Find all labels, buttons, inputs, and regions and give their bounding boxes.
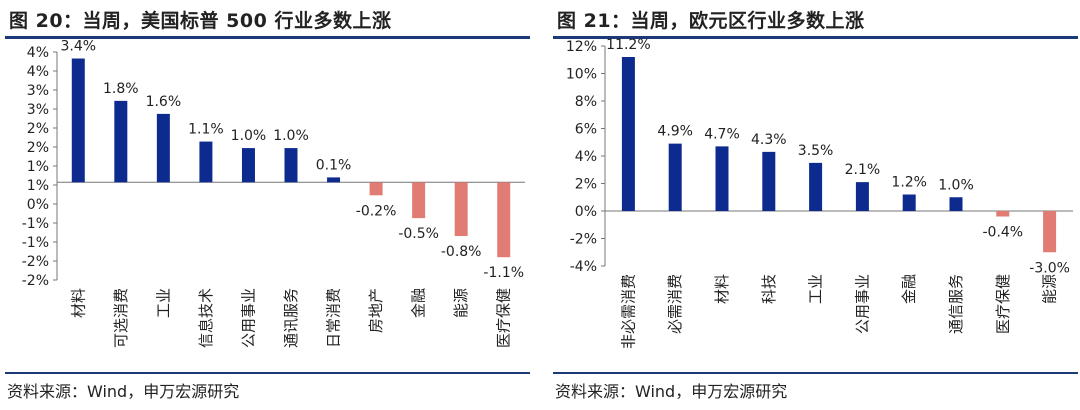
data-label: 1.8% xyxy=(103,81,139,97)
category-label: 房地产 xyxy=(367,288,385,333)
chart-title: 图 21：当周，欧元区行业多数上涨 xyxy=(557,10,865,32)
y-tick-label: 1% xyxy=(27,159,49,175)
y-tick-label: 4% xyxy=(27,64,49,80)
bar xyxy=(855,182,869,211)
bar xyxy=(809,162,823,211)
footer-rule xyxy=(5,372,530,374)
y-tick-label: 8% xyxy=(575,94,597,110)
category-label: 金融 xyxy=(410,288,428,318)
y-tick-label: -4% xyxy=(570,259,597,275)
category-label: 医疗保健 xyxy=(994,274,1012,334)
category-label: 公用事业 xyxy=(853,274,871,334)
y-tick-label: 0% xyxy=(27,197,49,213)
bar xyxy=(996,211,1010,217)
y-tick-label: -2% xyxy=(22,254,49,270)
data-label: 2.1% xyxy=(845,162,881,178)
bar xyxy=(114,100,128,183)
y-tick-label: 2% xyxy=(27,121,49,137)
bar xyxy=(71,58,85,183)
data-label: -1.1% xyxy=(483,265,524,281)
bar xyxy=(497,182,511,258)
y-tick-label: 12% xyxy=(566,39,597,55)
y-tick-label: 4% xyxy=(27,45,49,61)
bar xyxy=(762,151,776,211)
y-tick-label: 2% xyxy=(575,177,597,193)
category-label: 材料 xyxy=(713,274,731,304)
y-tick-label: 1% xyxy=(27,178,49,194)
y-tick-label: 6% xyxy=(575,122,597,138)
category-label: 工业 xyxy=(154,288,172,318)
category-label: 医疗保健 xyxy=(495,288,513,348)
category-label: 科技 xyxy=(760,274,778,304)
bar xyxy=(1043,211,1057,253)
bar xyxy=(668,143,682,211)
data-label: 1.1% xyxy=(188,122,224,138)
data-label: -3.0% xyxy=(1029,260,1070,276)
y-tick-label: 4% xyxy=(575,149,597,165)
category-label: 能源 xyxy=(1041,274,1059,304)
category-label: 金融 xyxy=(900,274,918,304)
data-label: 4.3% xyxy=(751,132,787,148)
y-tick-label: 3% xyxy=(27,83,49,99)
bar-chart-sp500: 4% 4% 3% 3% 2% 2% 1% 1% 0% -1% -1% -2% -2% 3.4% 材料 1.8%… xyxy=(22,39,525,348)
chart-panel-left: 图 20：当周，美国标普 500 行业多数上涨 4% 4% 3% 3% 2% 2% 1% 1%… xyxy=(5,0,530,410)
data-label: 0.1% xyxy=(316,157,352,173)
bar xyxy=(284,148,298,183)
chart-title: 图 20：当周，美国标普 500 行业多数上涨 xyxy=(9,10,392,32)
category-label: 信息技术 xyxy=(197,288,215,348)
title-rule xyxy=(5,36,530,39)
y-tick-label: 10% xyxy=(566,67,597,83)
category-label: 日常消费 xyxy=(325,288,343,348)
bar xyxy=(412,182,426,219)
y-tick-label: -2% xyxy=(22,273,49,289)
bar xyxy=(369,182,383,196)
data-label: 3.4% xyxy=(60,39,96,55)
bar xyxy=(715,146,729,211)
category-label: 通讯服务 xyxy=(282,288,300,348)
data-label: -0.4% xyxy=(982,225,1023,241)
data-label: -0.5% xyxy=(398,226,439,242)
y-tick-label: 0% xyxy=(575,204,597,220)
data-label: 1.0% xyxy=(273,128,309,144)
source-note: 资料来源：Wind，申万宏源研究 xyxy=(7,382,240,401)
data-label: 1.2% xyxy=(891,175,927,191)
data-label: 4.7% xyxy=(704,126,740,142)
bar xyxy=(156,113,170,183)
y-tick-label: 3% xyxy=(27,102,49,118)
category-label: 材料 xyxy=(69,288,87,318)
data-label: -0.2% xyxy=(356,203,397,219)
y-tick-label: 2% xyxy=(27,140,49,156)
data-label: 4.9% xyxy=(657,124,693,140)
data-label: 1.6% xyxy=(146,94,182,110)
y-tick-label: -2% xyxy=(570,232,597,248)
category-label: 非必需消费 xyxy=(619,274,637,349)
title-rule xyxy=(553,36,1078,39)
data-label: 1.0% xyxy=(231,128,267,144)
bar xyxy=(902,194,916,211)
category-label: 能源 xyxy=(452,288,470,318)
bar xyxy=(241,148,255,183)
chart-panel-right: 图 21：当周，欧元区行业多数上涨 12% 10% 8% 6% 4% 2% 0% -2% -4%… xyxy=(553,0,1078,410)
data-label: 11.2% xyxy=(606,37,650,53)
category-label: 通信服务 xyxy=(947,274,965,334)
data-label: -0.8% xyxy=(441,244,482,260)
category-label: 可选消费 xyxy=(112,288,130,348)
y-tick-label: -1% xyxy=(22,216,49,232)
bar xyxy=(949,197,963,211)
data-label: 1.0% xyxy=(938,177,974,193)
category-label: 必需消费 xyxy=(666,274,684,334)
bar xyxy=(327,177,341,183)
footer-rule xyxy=(553,372,1078,374)
category-label: 工业 xyxy=(807,274,825,304)
bar xyxy=(454,182,468,237)
y-tick-label: -1% xyxy=(22,235,49,251)
data-label: 3.5% xyxy=(798,143,834,159)
bar xyxy=(199,141,213,183)
bar-chart-eurozone: 12% 10% 8% 6% 4% 2% 0% -2% -4% 11.2% 非必需消费 4.9% 必需消费… xyxy=(566,37,1073,349)
bar xyxy=(621,57,635,211)
source-note: 资料来源：Wind，申万宏源研究 xyxy=(555,382,788,401)
category-label: 公用事业 xyxy=(239,288,257,348)
